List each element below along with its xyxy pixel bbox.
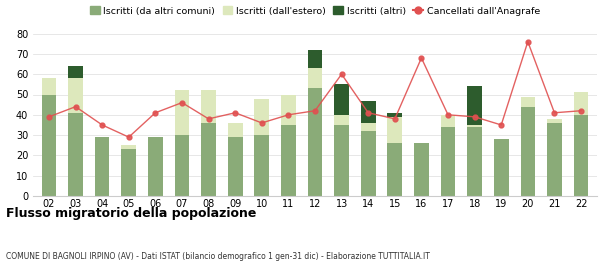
Bar: [308, 68, 322, 88]
Bar: [254, 135, 269, 196]
Bar: [121, 145, 136, 149]
Bar: [148, 137, 163, 196]
Bar: [441, 127, 455, 196]
Bar: [574, 115, 589, 196]
Bar: [68, 78, 83, 113]
Bar: [467, 86, 482, 125]
Bar: [121, 149, 136, 196]
Legend: Iscritti (da altri comuni), Iscritti (dall'estero), Iscritti (altri), Cancellati: Iscritti (da altri comuni), Iscritti (da…: [86, 3, 544, 19]
Bar: [41, 95, 56, 196]
Bar: [334, 84, 349, 115]
Bar: [281, 95, 296, 125]
Bar: [388, 143, 402, 196]
Bar: [388, 113, 402, 117]
Bar: [175, 135, 189, 196]
Bar: [308, 50, 322, 68]
Bar: [228, 123, 242, 137]
Bar: [201, 90, 216, 123]
Bar: [95, 137, 109, 196]
Text: Flusso migratorio della popolazione: Flusso migratorio della popolazione: [6, 207, 256, 220]
Bar: [388, 117, 402, 143]
Bar: [361, 101, 376, 123]
Bar: [201, 123, 216, 196]
Bar: [441, 115, 455, 127]
Bar: [361, 131, 376, 196]
Bar: [547, 123, 562, 196]
Bar: [334, 115, 349, 125]
Bar: [68, 66, 83, 78]
Bar: [175, 90, 189, 135]
Bar: [494, 139, 509, 196]
Bar: [521, 97, 535, 107]
Bar: [467, 127, 482, 196]
Bar: [228, 137, 242, 196]
Bar: [254, 99, 269, 135]
Bar: [467, 125, 482, 127]
Bar: [334, 125, 349, 196]
Text: COMUNE DI BAGNOLI IRPINO (AV) - Dati ISTAT (bilancio demografico 1 gen-31 dic) -: COMUNE DI BAGNOLI IRPINO (AV) - Dati IST…: [6, 252, 430, 261]
Bar: [574, 92, 589, 115]
Bar: [308, 88, 322, 196]
Bar: [68, 113, 83, 196]
Bar: [361, 123, 376, 131]
Bar: [41, 78, 56, 95]
Bar: [547, 119, 562, 123]
Bar: [414, 143, 429, 196]
Bar: [281, 125, 296, 196]
Bar: [521, 107, 535, 196]
